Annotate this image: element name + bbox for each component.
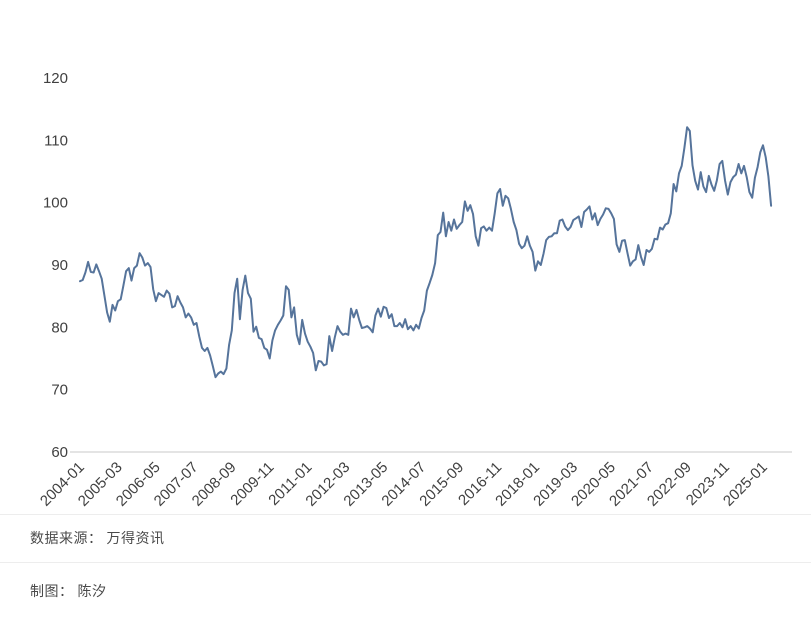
footer-divider-middle xyxy=(0,562,811,563)
footer-divider-top xyxy=(0,514,811,515)
y-axis-tick-label: 90 xyxy=(51,257,68,274)
y-axis-tick-label: 110 xyxy=(44,132,68,149)
y-axis-tick-label: 120 xyxy=(43,70,68,87)
credit-value: 陈汐 xyxy=(77,583,107,599)
data-series-line xyxy=(79,126,773,379)
y-axis-tick-label: 60 xyxy=(51,444,68,461)
y-axis-tick-label: 100 xyxy=(43,195,68,212)
credit-label: 制图： xyxy=(30,583,74,599)
y-axis-tick-label: 80 xyxy=(51,319,68,336)
credit-row: 制图： 陈汐 xyxy=(30,581,107,601)
data-source-row: 数据来源： 万得资讯 xyxy=(30,528,165,548)
data-source-value: 万得资讯 xyxy=(106,530,165,546)
y-axis-tick-label: 70 xyxy=(51,382,68,399)
data-source-label: 数据来源： xyxy=(30,530,103,546)
